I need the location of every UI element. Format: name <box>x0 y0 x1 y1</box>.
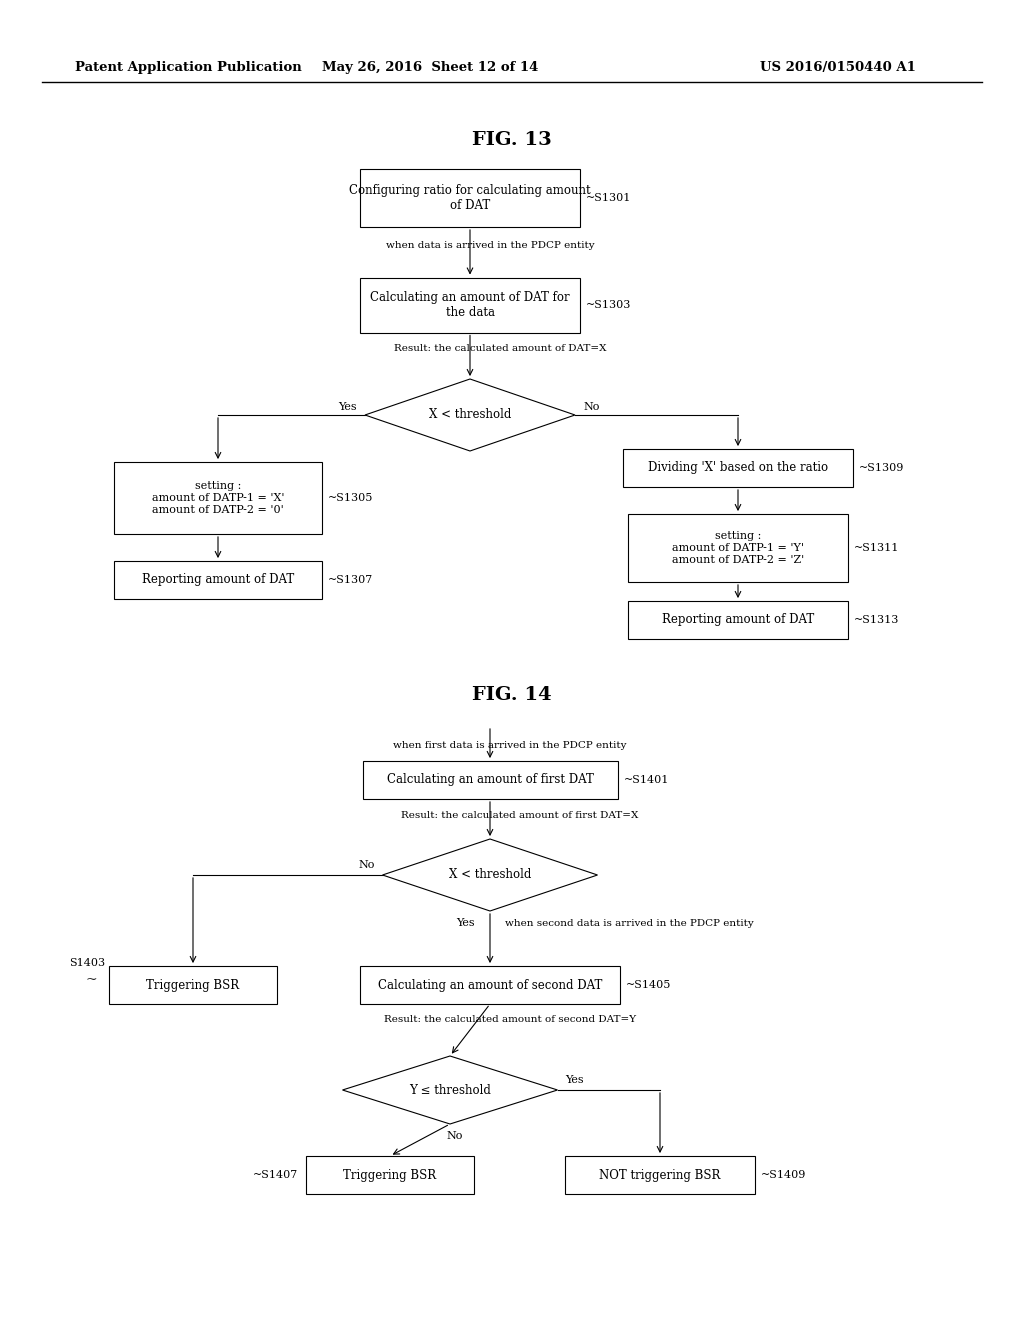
Text: setting :
amount of DATP-1 = 'X'
amount of DATP-2 = '0': setting : amount of DATP-1 = 'X' amount … <box>152 482 285 515</box>
Text: ~S1301: ~S1301 <box>586 193 632 203</box>
Polygon shape <box>342 1056 557 1125</box>
Text: Triggering BSR: Triggering BSR <box>343 1168 436 1181</box>
Text: X < threshold: X < threshold <box>449 869 531 882</box>
Text: setting :
amount of DATP-1 = 'Y'
amount of DATP-2 = 'Z': setting : amount of DATP-1 = 'Y' amount … <box>672 532 804 565</box>
Text: Configuring ratio for calculating amount
of DAT: Configuring ratio for calculating amount… <box>349 183 591 213</box>
Text: ~S1313: ~S1313 <box>854 615 899 624</box>
Text: Result: the calculated amount of second DAT=Y: Result: the calculated amount of second … <box>384 1015 636 1024</box>
Text: NOT triggering BSR: NOT triggering BSR <box>599 1168 721 1181</box>
Text: ~S1407: ~S1407 <box>253 1170 298 1180</box>
Text: Calculating an amount of first DAT: Calculating an amount of first DAT <box>387 774 594 787</box>
Text: Y ≤ threshold: Y ≤ threshold <box>409 1084 490 1097</box>
Text: ~S1305: ~S1305 <box>328 492 374 503</box>
Text: May 26, 2016  Sheet 12 of 14: May 26, 2016 Sheet 12 of 14 <box>322 62 539 74</box>
Text: FIG. 13: FIG. 13 <box>472 131 552 149</box>
Text: Patent Application Publication: Patent Application Publication <box>75 62 302 74</box>
Text: ~S1401: ~S1401 <box>624 775 669 785</box>
FancyBboxPatch shape <box>628 513 848 582</box>
FancyBboxPatch shape <box>628 601 848 639</box>
Text: No: No <box>583 403 599 412</box>
Text: Reporting amount of DAT: Reporting amount of DAT <box>662 614 814 627</box>
Text: FIG. 14: FIG. 14 <box>472 686 552 704</box>
Text: Result: the calculated amount of first DAT=X: Result: the calculated amount of first D… <box>401 810 639 820</box>
FancyBboxPatch shape <box>623 449 853 487</box>
FancyBboxPatch shape <box>565 1156 755 1195</box>
Text: when data is arrived in the PDCP entity: when data is arrived in the PDCP entity <box>386 240 594 249</box>
FancyBboxPatch shape <box>306 1156 474 1195</box>
Text: ~: ~ <box>85 973 97 987</box>
Text: Yes: Yes <box>565 1074 584 1085</box>
Text: No: No <box>446 1131 463 1140</box>
FancyBboxPatch shape <box>114 462 322 535</box>
Text: Reporting amount of DAT: Reporting amount of DAT <box>142 573 294 586</box>
Text: ~S1311: ~S1311 <box>854 543 899 553</box>
Text: ~S1307: ~S1307 <box>328 576 374 585</box>
Text: Calculating an amount of second DAT: Calculating an amount of second DAT <box>378 978 602 991</box>
Text: Result: the calculated amount of DAT=X: Result: the calculated amount of DAT=X <box>394 345 606 352</box>
Polygon shape <box>365 379 575 451</box>
Text: ~S1309: ~S1309 <box>859 463 904 473</box>
Text: Dividing 'X' based on the ratio: Dividing 'X' based on the ratio <box>648 462 828 474</box>
Text: X < threshold: X < threshold <box>429 408 511 421</box>
Text: when first data is arrived in the PDCP entity: when first data is arrived in the PDCP e… <box>393 741 627 750</box>
Text: US 2016/0150440 A1: US 2016/0150440 A1 <box>760 62 915 74</box>
Text: ~S1303: ~S1303 <box>586 300 632 310</box>
Text: No: No <box>358 861 375 870</box>
Text: Yes: Yes <box>457 917 475 928</box>
FancyBboxPatch shape <box>360 169 580 227</box>
FancyBboxPatch shape <box>360 966 620 1005</box>
Text: Triggering BSR: Triggering BSR <box>146 978 240 991</box>
Text: Yes: Yes <box>338 403 357 412</box>
Text: ~S1409: ~S1409 <box>761 1170 806 1180</box>
FancyBboxPatch shape <box>360 277 580 333</box>
Text: ~S1405: ~S1405 <box>626 979 672 990</box>
FancyBboxPatch shape <box>109 966 278 1005</box>
FancyBboxPatch shape <box>362 762 617 799</box>
Text: when second data is arrived in the PDCP entity: when second data is arrived in the PDCP … <box>505 919 754 928</box>
Text: Calculating an amount of DAT for
the data: Calculating an amount of DAT for the dat… <box>371 290 569 319</box>
Polygon shape <box>383 840 597 911</box>
FancyBboxPatch shape <box>114 561 322 599</box>
Text: S1403: S1403 <box>69 958 105 968</box>
